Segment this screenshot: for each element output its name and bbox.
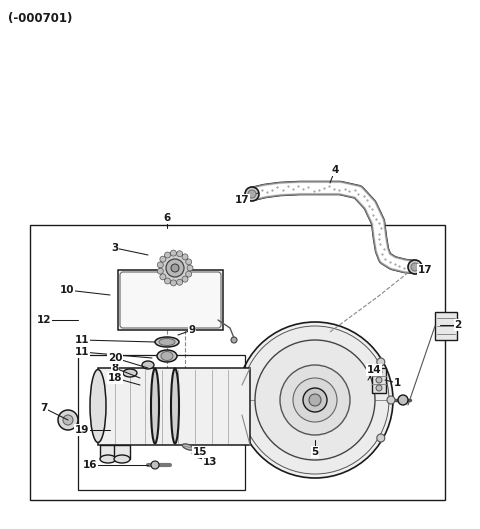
Circle shape <box>182 254 188 260</box>
Circle shape <box>303 388 327 412</box>
Circle shape <box>398 395 408 405</box>
Text: 11: 11 <box>75 347 89 357</box>
Text: 1: 1 <box>394 378 401 388</box>
Circle shape <box>245 187 259 201</box>
Ellipse shape <box>157 350 177 362</box>
Bar <box>114 445 130 459</box>
Text: 17: 17 <box>418 265 432 275</box>
Ellipse shape <box>142 361 154 369</box>
Circle shape <box>237 322 393 478</box>
Ellipse shape <box>100 455 116 463</box>
Circle shape <box>377 434 385 442</box>
Circle shape <box>309 394 321 406</box>
Text: 6: 6 <box>163 213 170 223</box>
Text: 13: 13 <box>203 457 217 467</box>
Text: 14: 14 <box>367 365 381 375</box>
Circle shape <box>177 251 182 257</box>
Text: 7: 7 <box>40 403 48 413</box>
Text: 20: 20 <box>108 353 122 363</box>
Ellipse shape <box>151 369 159 443</box>
Circle shape <box>160 253 190 283</box>
Circle shape <box>377 358 385 366</box>
Text: 10: 10 <box>60 285 74 295</box>
Circle shape <box>376 385 382 391</box>
Text: 17: 17 <box>235 195 249 205</box>
Ellipse shape <box>192 452 204 458</box>
Circle shape <box>411 263 419 271</box>
Text: (-000701): (-000701) <box>8 12 72 25</box>
Text: 12: 12 <box>37 315 51 325</box>
Circle shape <box>186 271 192 277</box>
Circle shape <box>58 410 78 430</box>
Circle shape <box>387 396 395 404</box>
Circle shape <box>280 365 350 435</box>
Bar <box>30 225 445 500</box>
Circle shape <box>165 278 170 284</box>
Circle shape <box>160 274 166 280</box>
Circle shape <box>157 262 163 268</box>
Ellipse shape <box>114 455 130 463</box>
Circle shape <box>241 326 389 474</box>
Ellipse shape <box>159 339 175 345</box>
Circle shape <box>408 260 422 274</box>
Text: 16: 16 <box>83 460 97 470</box>
Bar <box>78 355 245 490</box>
Circle shape <box>160 256 166 262</box>
Text: 9: 9 <box>189 325 195 335</box>
Circle shape <box>248 190 256 198</box>
Circle shape <box>182 276 188 282</box>
Circle shape <box>293 378 337 422</box>
Circle shape <box>171 264 179 272</box>
Bar <box>100 445 116 459</box>
Text: 15: 15 <box>193 447 207 457</box>
Text: 3: 3 <box>111 243 119 253</box>
Ellipse shape <box>155 337 179 347</box>
Circle shape <box>63 415 73 425</box>
Text: 18: 18 <box>108 373 122 383</box>
Text: 8: 8 <box>111 363 119 373</box>
Circle shape <box>187 265 193 271</box>
Circle shape <box>166 259 184 277</box>
Bar <box>372 368 386 393</box>
Circle shape <box>376 377 382 383</box>
Ellipse shape <box>171 369 179 443</box>
Bar <box>435 312 457 340</box>
Circle shape <box>170 250 177 256</box>
Circle shape <box>170 280 177 286</box>
Circle shape <box>186 259 192 265</box>
Circle shape <box>157 268 163 274</box>
Bar <box>98 368 250 445</box>
Ellipse shape <box>161 351 173 360</box>
Ellipse shape <box>90 369 106 442</box>
Circle shape <box>177 279 182 285</box>
Circle shape <box>376 369 382 375</box>
Text: 2: 2 <box>455 320 462 330</box>
Circle shape <box>255 340 375 460</box>
Text: 19: 19 <box>75 425 89 435</box>
Ellipse shape <box>182 444 194 450</box>
FancyBboxPatch shape <box>120 272 221 328</box>
Text: 11: 11 <box>75 335 89 345</box>
Circle shape <box>231 337 237 343</box>
Circle shape <box>151 461 159 469</box>
Ellipse shape <box>123 369 137 377</box>
Bar <box>118 270 223 330</box>
Text: 4: 4 <box>331 165 339 175</box>
Text: 5: 5 <box>312 447 319 457</box>
Circle shape <box>165 252 170 258</box>
